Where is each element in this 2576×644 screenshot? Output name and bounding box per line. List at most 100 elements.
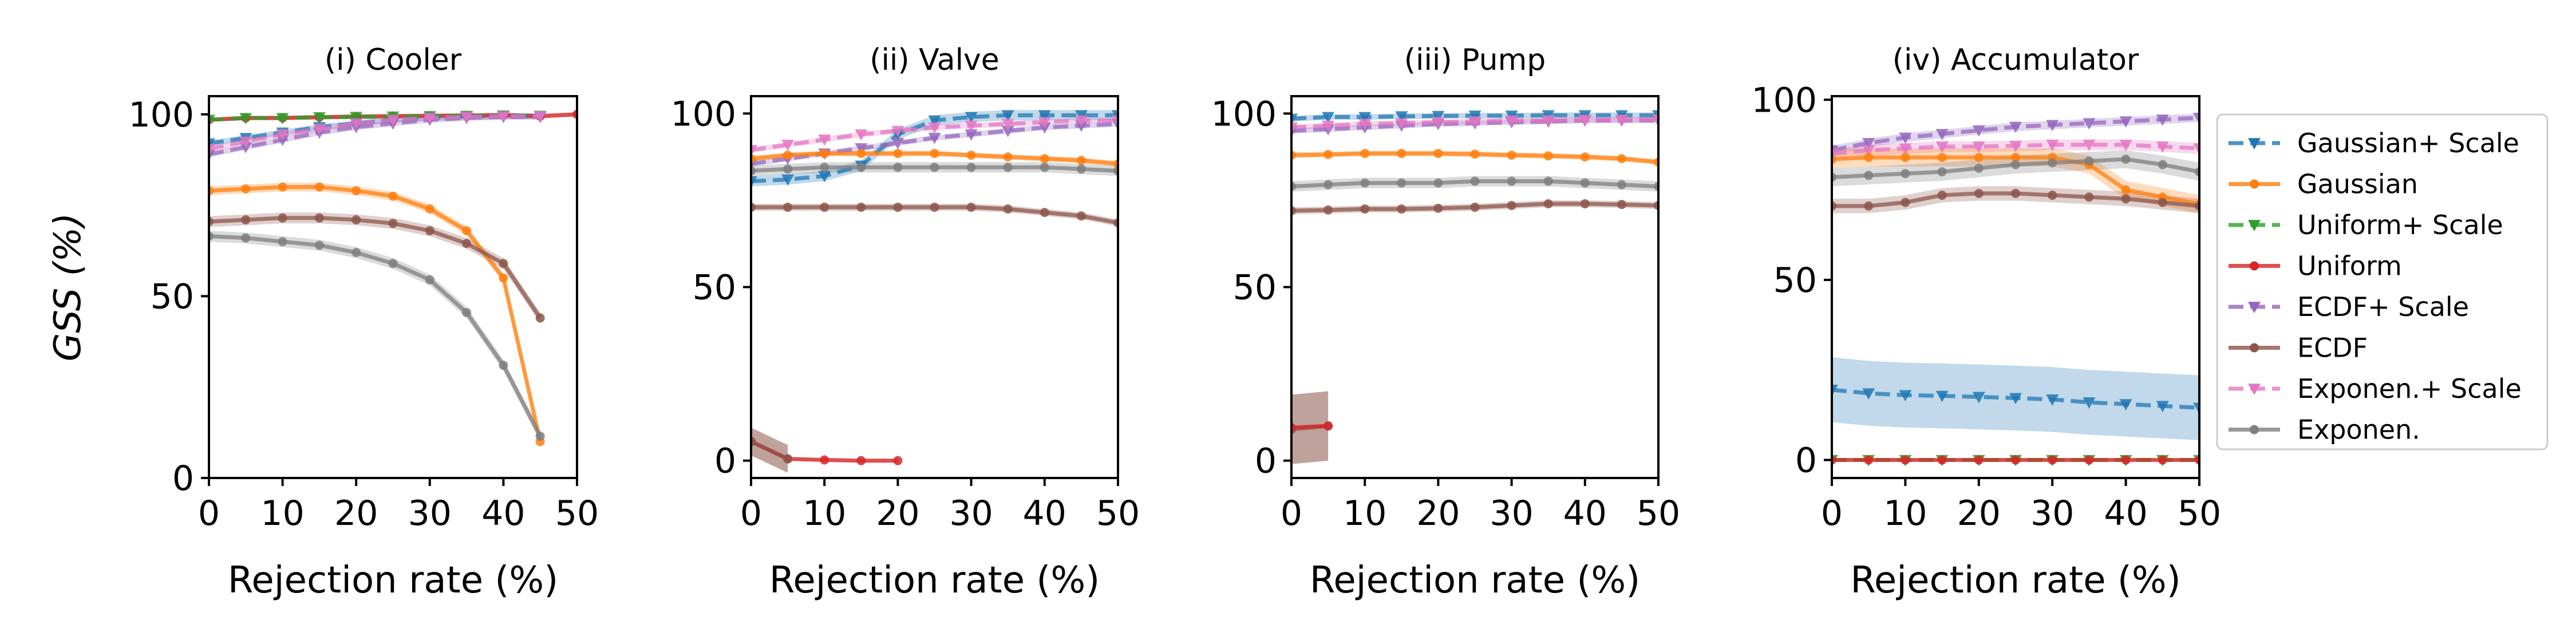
point-gaussian xyxy=(388,191,398,201)
point-ecdf-plus-scale xyxy=(1001,125,1014,137)
point-exponen-plus-scale xyxy=(1505,115,1518,127)
point-exponen-plus-scale xyxy=(1001,118,1014,131)
point-exponen-plus-scale xyxy=(313,124,326,136)
panel-1: 0 10 20 30 40 50 0 50 100 (i) Cooler Rejection rat… xyxy=(47,43,599,602)
point-ecdf xyxy=(2048,191,2057,200)
panel-title: (i) Cooler xyxy=(325,43,462,77)
point-ecdf xyxy=(1864,201,1874,211)
legend-label: Exponen. xyxy=(2297,414,2420,445)
point-gaussian-plus-scale xyxy=(1395,111,1408,123)
point-gaussian xyxy=(1580,152,1590,162)
legend-item-ecdf: ECDF xyxy=(2229,333,2368,364)
legend-marker xyxy=(2250,261,2259,271)
point-exponen-plus-scale xyxy=(1578,114,1591,127)
point-uniform xyxy=(893,456,903,465)
x-axis-label: Rejection rate (%) xyxy=(228,559,558,602)
point-ecdf xyxy=(1901,197,1910,207)
point-gaussian xyxy=(1617,154,1626,164)
point-ecdf xyxy=(856,203,866,212)
panel-title: (iv) Accumulator xyxy=(1893,43,2139,77)
x-tick-label: 20 xyxy=(876,493,919,534)
point-ecdf xyxy=(930,203,939,212)
band-ecdf-plus-scale xyxy=(1832,113,2199,155)
point-gaussian-plus-scale xyxy=(1322,112,1335,124)
point-ecdf-plus-scale xyxy=(2083,118,2096,130)
band-ecdf xyxy=(209,212,540,323)
point-gaussian-plus-scale xyxy=(2193,402,2199,414)
point-exponen-plus-scale xyxy=(423,113,436,125)
point-exponen xyxy=(1864,171,1874,180)
point-gaussian xyxy=(1470,149,1480,159)
point-exponen-plus-scale xyxy=(818,134,831,146)
point-exponen xyxy=(1974,163,1984,173)
legend-label: Exponen.+ Scale xyxy=(2297,373,2522,404)
point-gaussian-plus-scale xyxy=(1935,390,1949,402)
point-ecdf xyxy=(1617,200,1626,210)
point-ecdf-plus-scale xyxy=(2156,114,2169,126)
point-gaussian xyxy=(314,182,324,192)
legend-item-gaussian: Gaussian xyxy=(2229,169,2418,200)
legend-item-exponen-plus-scale: Exponen.+ Scale xyxy=(2229,373,2522,404)
point-ecdf-plus-scale xyxy=(1935,129,1949,141)
point-ecdf xyxy=(1076,211,1086,221)
y-tick-label: 0 xyxy=(714,441,736,481)
point-exponen-plus-scale xyxy=(751,145,757,156)
point-uniform xyxy=(856,456,866,465)
point-gaussian-plus-scale xyxy=(818,171,831,183)
point-exponen-plus-scale xyxy=(1935,141,1949,153)
point-exponen xyxy=(241,233,251,243)
point-gaussian xyxy=(241,184,251,193)
point-exponen-plus-scale xyxy=(2009,141,2022,152)
point-gaussian-plus-scale xyxy=(1468,110,1481,122)
point-ecdf-plus-scale xyxy=(965,129,978,141)
y-axis-label: GSS (%) xyxy=(47,213,89,362)
point-exponen xyxy=(856,163,866,172)
legend-marker xyxy=(2248,220,2261,231)
point-exponen xyxy=(1397,178,1406,188)
series-line-gaussian-plus-scale xyxy=(209,114,540,146)
legend-label: Gaussian+ Scale xyxy=(2297,128,2519,159)
legend-marker xyxy=(2248,384,2261,395)
point-ecdf-plus-scale xyxy=(1972,125,1985,137)
x-axis-label: Rejection rate (%) xyxy=(1310,559,1640,602)
point-gaussian xyxy=(1360,149,1370,159)
point-gaussian-plus-scale xyxy=(1899,390,1912,402)
point-exponen xyxy=(1937,167,1947,177)
y-tick-label: 0 xyxy=(1795,441,1817,481)
series-line-exponen-plus-scale xyxy=(209,114,540,151)
x-tick-label: 40 xyxy=(481,493,525,534)
x-tick-label: 20 xyxy=(1957,493,2001,534)
point-gaussian xyxy=(425,204,434,214)
panel-title: (iii) Pump xyxy=(1404,43,1546,77)
point-uniform xyxy=(2011,455,2020,465)
point-ecdf xyxy=(1360,204,1370,214)
point-exponen-plus-scale xyxy=(2119,140,2132,151)
point-ecdf xyxy=(241,215,251,224)
point-exponen xyxy=(2084,156,2094,166)
point-exponen-plus-scale xyxy=(386,114,400,127)
point-exponen xyxy=(820,163,829,172)
point-gaussian xyxy=(1901,152,1910,162)
point-exponen xyxy=(314,240,324,250)
point-exponen xyxy=(462,307,472,317)
point-ecdf xyxy=(893,203,903,212)
point-gaussian-plus-scale xyxy=(2046,394,2059,406)
point-gaussian xyxy=(820,149,829,159)
point-ecdf xyxy=(783,203,793,212)
point-ecdf xyxy=(1433,203,1443,213)
x-tick-label: 30 xyxy=(1490,493,1533,534)
plot-area xyxy=(1832,112,2199,467)
y-tick-label: 50 xyxy=(151,276,194,317)
point-exponen xyxy=(2011,160,2020,169)
legend-marker xyxy=(2250,425,2259,434)
x-tick-label: 0 xyxy=(1821,493,1843,534)
point-gaussian xyxy=(783,151,793,160)
point-ecdf-plus-scale xyxy=(891,138,904,149)
point-exponen-plus-scale xyxy=(1652,114,1658,126)
point-gaussian xyxy=(278,182,287,192)
legend: Gaussian+ Scale Gaussian Uniform+ Scale Uni… xyxy=(2216,113,2549,451)
point-exponen xyxy=(1433,178,1443,188)
point-gaussian xyxy=(2011,152,2020,162)
